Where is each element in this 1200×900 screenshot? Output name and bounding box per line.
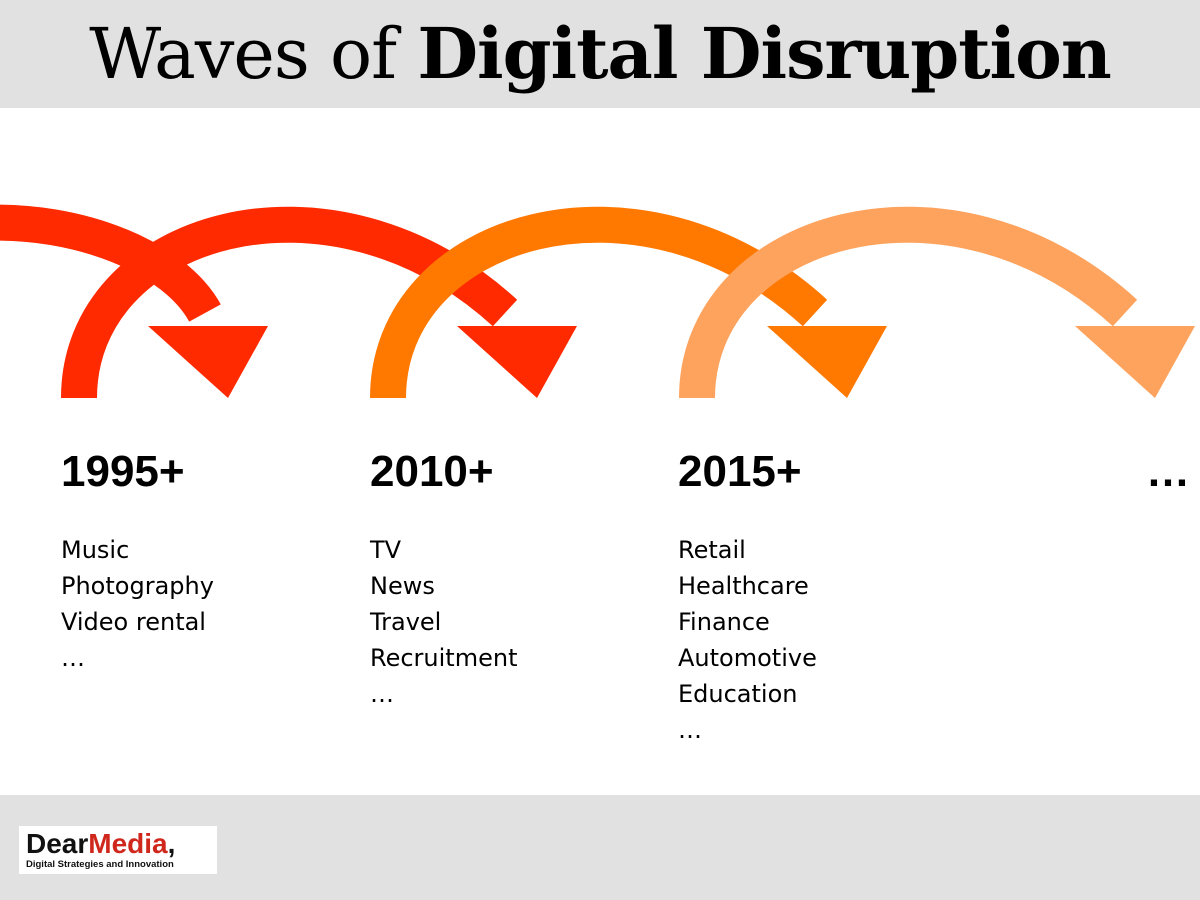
wave-column-1: 1995+ Music Photography Video rental … — [61, 440, 341, 676]
wave-arrow-2 — [370, 206, 887, 399]
wave-arrow-3 — [679, 206, 1195, 399]
industry-item: Healthcare — [678, 572, 809, 600]
industry-item: News — [370, 572, 435, 600]
industry-item: … — [678, 716, 702, 744]
title-bar: Waves of Digital Disruption — [0, 0, 1200, 108]
industry-item: Automotive — [678, 644, 817, 672]
wave-column-3: 2015+ Retail Healthcare Finance Automoti… — [678, 440, 958, 748]
wave-column-2: 2010+ TV News Travel Recruitment … — [370, 440, 650, 712]
wave-industries-list: Retail Healthcare Finance Automotive Edu… — [678, 532, 958, 748]
industry-item: Finance — [678, 608, 770, 636]
wave-arrow-1-head — [457, 326, 577, 398]
title-prefix: Waves of — [89, 13, 397, 95]
logo-name-suffix: , — [167, 828, 176, 859]
industry-item: Video rental — [61, 608, 206, 636]
wave-year: 2015+ — [678, 447, 802, 496]
wave-arrow-incoming-shaft — [0, 204, 221, 323]
logo-name-part2: Media — [88, 828, 168, 859]
industry-item: Photography — [61, 572, 214, 600]
wave-industries-list: Music Photography Video rental … — [61, 532, 341, 676]
industry-item: … — [370, 680, 394, 708]
wave-arrow-2-shaft — [370, 206, 828, 399]
logo-name-part1: Dear — [26, 828, 89, 859]
wave-year: 2010+ — [370, 447, 494, 496]
continuation-ellipsis: … — [1146, 447, 1190, 496]
wave-year: 1995+ — [61, 447, 185, 496]
waves-diagram — [0, 204, 1195, 399]
logo-wordmark: DearMedia, — [26, 829, 211, 859]
wave-industries-list: TV News Travel Recruitment … — [370, 532, 650, 712]
dearmedia-logo: DearMedia, Digital Strategies and Innova… — [19, 826, 217, 874]
industry-item: Education — [678, 680, 798, 708]
wave-arrow-3-shaft — [679, 206, 1138, 399]
slide-title: Waves of Digital Disruption — [89, 12, 1111, 96]
wave-arrow-incoming-head — [148, 326, 268, 398]
wave-arrow-2-head — [767, 326, 887, 398]
industry-item: Retail — [678, 536, 746, 564]
logo-tagline: Digital Strategies and Innovation — [26, 859, 174, 870]
wave-arrow-1-shaft — [61, 206, 518, 399]
industry-item: Music — [61, 536, 130, 564]
industry-item: … — [61, 644, 85, 672]
wave-arrow-1 — [61, 206, 577, 399]
wave-arrow-incoming — [0, 204, 268, 398]
industry-item: Recruitment — [370, 644, 518, 672]
wave-arrow-3-head — [1075, 326, 1195, 398]
industry-item: Travel — [370, 608, 442, 636]
title-emphasis: Digital Disruption — [417, 12, 1111, 95]
industry-item: TV — [370, 536, 402, 564]
